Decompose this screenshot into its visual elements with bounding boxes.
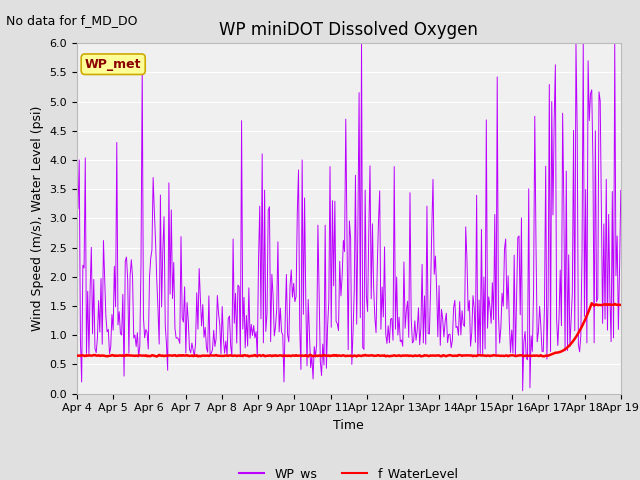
Legend: WP_ws, f_WaterLevel: WP_ws, f_WaterLevel — [234, 462, 463, 480]
Text: WP_met: WP_met — [85, 58, 141, 71]
Text: No data for f_MD_DO: No data for f_MD_DO — [6, 14, 138, 27]
Title: WP miniDOT Dissolved Oxygen: WP miniDOT Dissolved Oxygen — [220, 21, 478, 39]
Y-axis label: Wind Speed (m/s), Water Level (psi): Wind Speed (m/s), Water Level (psi) — [31, 106, 44, 331]
X-axis label: Time: Time — [333, 419, 364, 432]
